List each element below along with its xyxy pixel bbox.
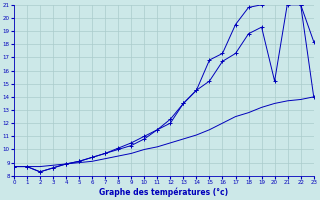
X-axis label: Graphe des températures (°c): Graphe des températures (°c) bbox=[99, 188, 228, 197]
